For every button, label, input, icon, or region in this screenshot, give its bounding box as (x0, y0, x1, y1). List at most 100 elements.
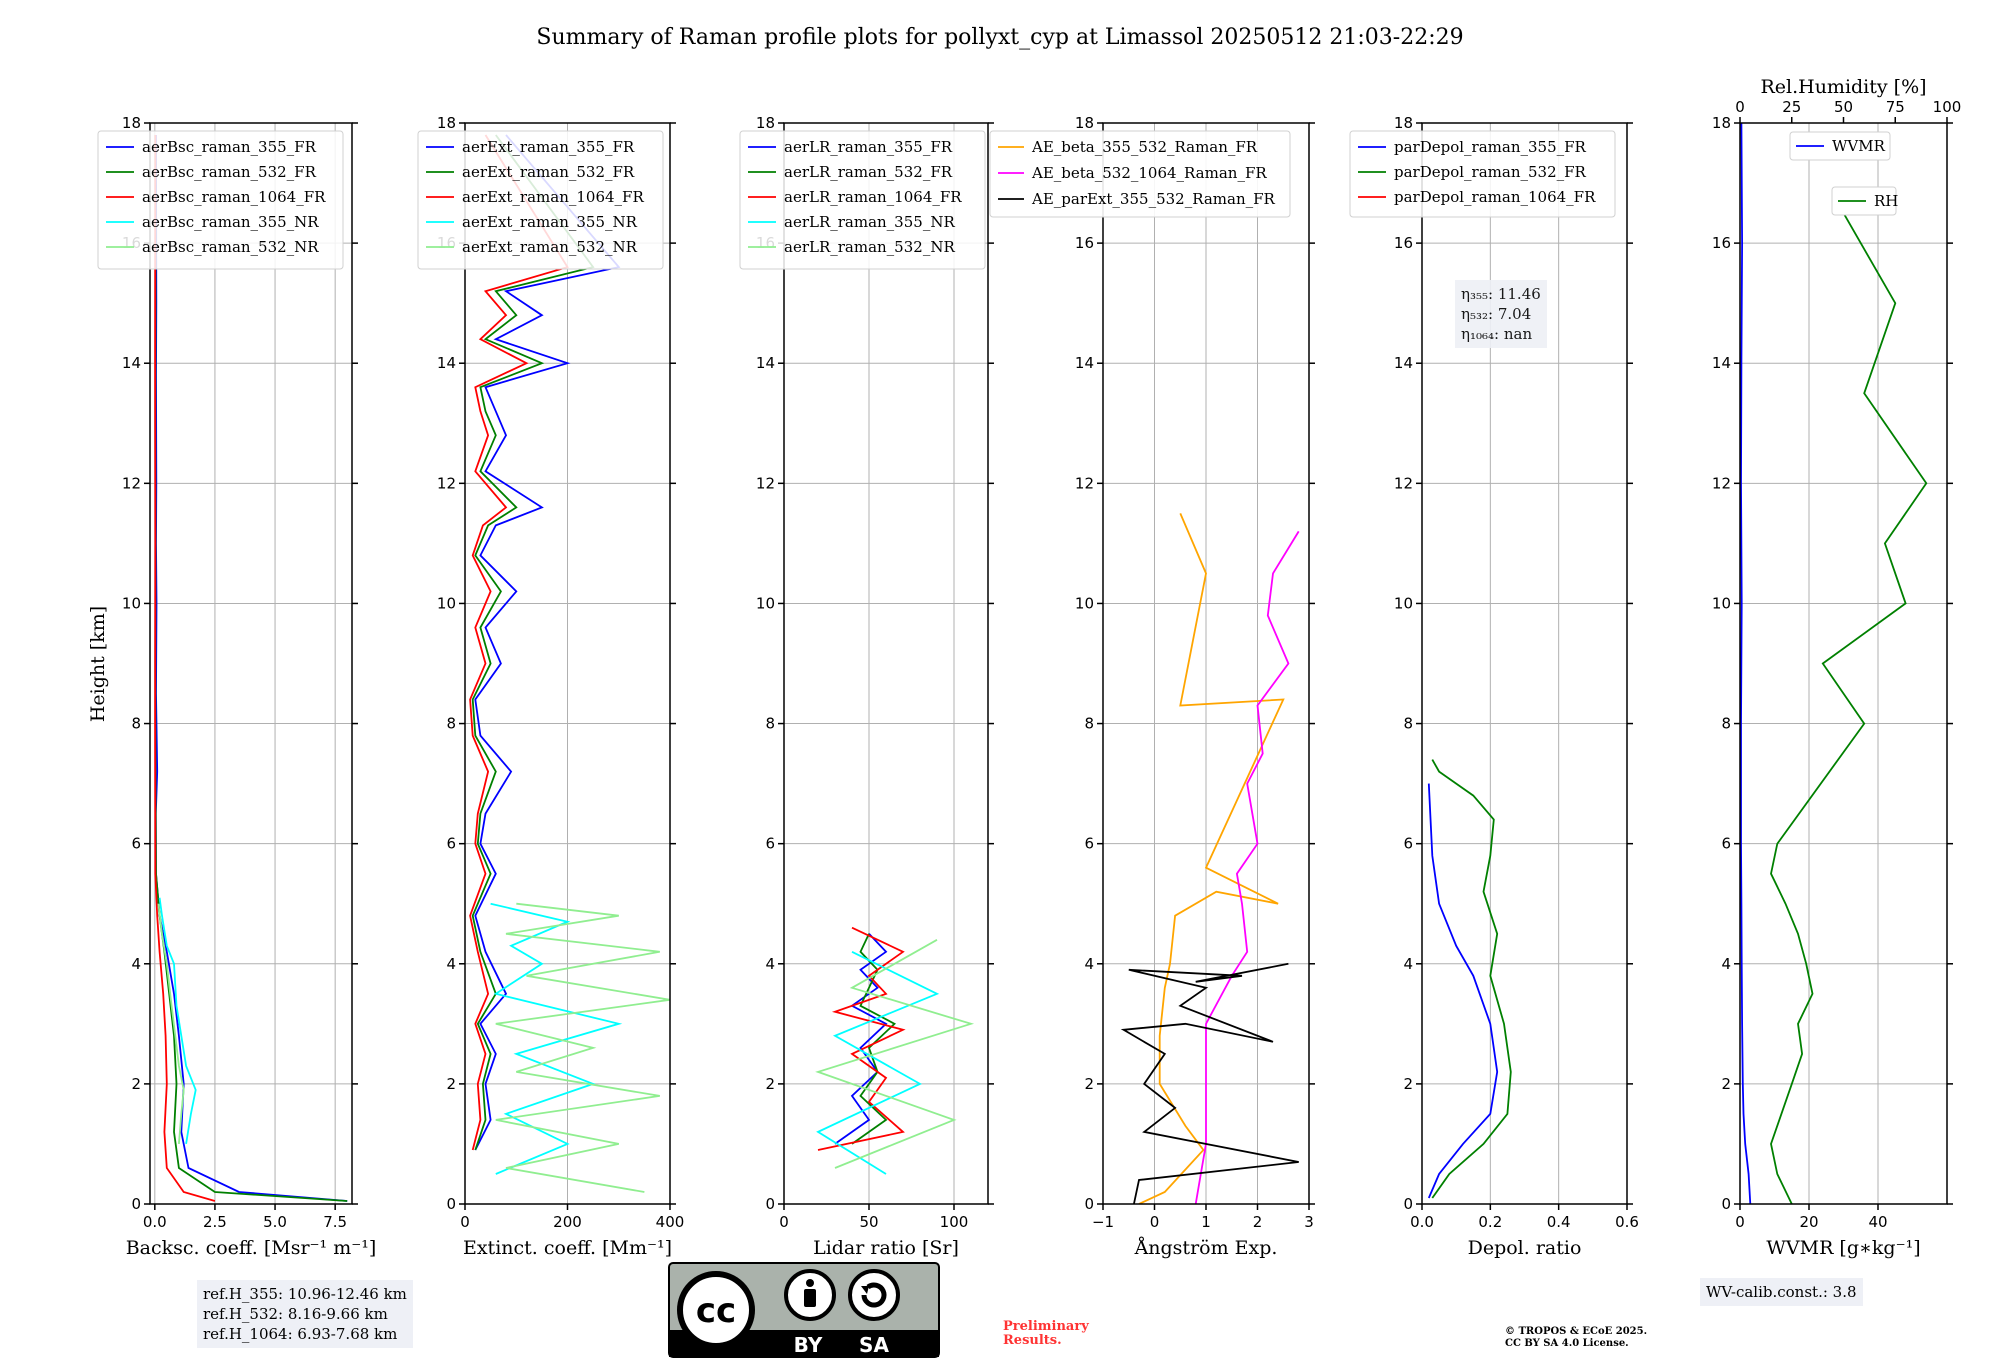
xtick-label: 0 (1150, 1213, 1160, 1231)
panel-depol: 0 2 4 6 8 10 12 14 16 18 0.0 0.2 0.4 0.6 Depol. ratio p… (1349, 114, 1639, 1259)
copyright-line-2: CC BY SA 4.0 License. (1505, 1338, 1629, 1349)
series-parDepol_raman_532_FR (1431, 759, 1512, 1199)
by-label: BY (794, 1333, 823, 1357)
ref-heights-box: ref.H_355: 10.96-12.46 km ref.H_532: 8.1… (197, 1280, 413, 1348)
legend-label: aerBsc_raman_1064_FR (142, 188, 326, 206)
ytick-label: 10 (122, 594, 141, 612)
series-group (469, 134, 670, 1193)
series-AE_beta_355_532_Raman_FR (1138, 513, 1285, 1204)
series-group (1740, 123, 1928, 1204)
xtick-label: 0.2 (1478, 1213, 1502, 1231)
panel-lidar-ratio: 024681012141618050100Lidar ratio [Sr]aer… (739, 114, 994, 1259)
ytick-label: 6 (131, 835, 141, 853)
series-aerExt_raman_355_NR (490, 902, 623, 1175)
legend-label: aerLR_raman_1064_FR (784, 188, 962, 206)
ytick-label: 14 (1394, 354, 1413, 372)
ytick-label: 0 (1403, 1195, 1413, 1213)
axes-frame (1421, 122, 1628, 1205)
xlabel: Ångström Exp. (1134, 1237, 1278, 1259)
ytick-label: 14 (1075, 354, 1094, 372)
legend: aerBsc_raman_355_FR aerBsc_raman_532_FRae… (97, 130, 344, 270)
xtick-label: 3 (1304, 1213, 1314, 1231)
legend-label: AE_beta_532_1064_Raman_FR (1031, 164, 1267, 182)
legend-label: aerLR_raman_355_NR (784, 213, 955, 231)
ytick-label: 0 (446, 1195, 456, 1213)
top-xtick-label: 75 (1886, 98, 1905, 116)
ytick-label: 2 (446, 1075, 456, 1093)
ytick-label: 4 (446, 955, 456, 973)
ytick-label: 14 (122, 354, 141, 372)
ytick-label: 16 (1075, 234, 1094, 252)
ytick-label: 2 (765, 1075, 775, 1093)
legend: aerExt_raman_355_FR aerExt_raman_532_FRae… (417, 130, 664, 270)
legend-label: aerExt_raman_532_FR (462, 163, 635, 181)
xtick-label: 40 (1868, 1213, 1887, 1231)
series-RH (1770, 212, 1928, 1204)
copyright-note: © TROPOS & ECoE 2025. CC BY SA 4.0 Licen… (1505, 1326, 1647, 1350)
xlabel: Extinct. coeff. [Mm⁻¹] (463, 1237, 672, 1259)
eta-box: η₃₅₅: 11.46 η₅₃₂: 7.04 η₁₀₆₄: nan (1455, 280, 1547, 348)
ylabel: Height [km] (87, 606, 109, 722)
ytick-label: 4 (765, 955, 775, 973)
legend: aerLR_raman_355_FR aerLR_raman_532_FR aerL… (739, 130, 986, 270)
xtick-label: 0.0 (1410, 1213, 1434, 1231)
ytick-label: 12 (437, 474, 456, 492)
ytick-label: 10 (1394, 594, 1413, 612)
ytick-label: 12 (122, 474, 141, 492)
series-aerLR_raman_355_NR (816, 950, 940, 1175)
ytick-label: 6 (1721, 835, 1731, 853)
series-group (154, 134, 348, 1202)
ytick-label: 10 (756, 594, 775, 612)
ytick-label: 12 (1075, 474, 1094, 492)
legend-label: aerLR_raman_532_FR (784, 163, 953, 181)
legend-label: aerBsc_raman_532_NR (142, 238, 319, 256)
figure-title: Summary of Raman profile plots for polly… (536, 25, 1463, 50)
ytick-label: 8 (446, 715, 456, 733)
top-xtick-label: 0 (1735, 98, 1745, 116)
legend-label: parDepol_raman_1064_FR (1394, 188, 1596, 206)
ytick-label: 12 (756, 474, 775, 492)
ytick-label: 10 (437, 594, 456, 612)
xtick-label: 50 (859, 1213, 878, 1231)
cc-mark: cc (696, 1291, 736, 1331)
legend-label: parDepol_raman_532_FR (1394, 163, 1587, 181)
ytick-label: 2 (1403, 1075, 1413, 1093)
xtick-label: 1 (1201, 1213, 1211, 1231)
series-WVMR (1740, 123, 1752, 1204)
top-xtick-label: 100 (1933, 98, 1962, 116)
cc-by-sa-logo: cc BY SA (668, 1262, 940, 1358)
xtick-label: −1 (1092, 1213, 1114, 1231)
ref-height-532: ref.H_532: 8.16-9.66 km (203, 1305, 388, 1323)
ytick-label: 2 (131, 1075, 141, 1093)
series-aerLR_raman_1064_FR (817, 926, 906, 1151)
series-aerBsc_raman_532_FR (154, 134, 348, 1202)
legend-label: aerBsc_raman_355_FR (142, 138, 317, 156)
ytick-label: 18 (756, 114, 775, 132)
ytick-label: 8 (765, 715, 775, 733)
legend-label: aerExt_raman_355_NR (462, 213, 638, 231)
xlabel: Lidar ratio [Sr] (813, 1237, 959, 1259)
xtick-label: 200 (553, 1213, 582, 1231)
axes-frame (149, 122, 353, 1205)
series-aerExt_raman_532_NR (495, 902, 670, 1193)
legend-label: RH (1874, 192, 1898, 210)
series-aerExt_raman_355_FR (474, 134, 621, 1151)
sa-icon (848, 1269, 900, 1321)
top-xtick-label: 50 (1834, 98, 1853, 116)
ytick-label: 16 (1394, 234, 1413, 252)
ref-height-1064: ref.H_1064: 6.93-7.68 km (203, 1325, 398, 1343)
ytick-label: 10 (1075, 594, 1094, 612)
series-AE_beta_532_1064_Raman_FR (1194, 530, 1300, 1204)
legend-label: aerExt_raman_1064_FR (462, 188, 644, 206)
ytick-label: 10 (1712, 594, 1731, 612)
axes-frame (783, 122, 989, 1205)
legend: parDepol_raman_355_FR parDepol_raman_532_… (1349, 130, 1616, 218)
sa-label: SA (859, 1333, 889, 1357)
legend-label: aerBsc_raman_355_NR (142, 213, 319, 231)
series-aerLR_raman_532_NR (815, 939, 975, 1169)
ytick-label: 2 (1084, 1075, 1094, 1093)
series-aerExt_raman_1064_FR (469, 134, 569, 1151)
series-AE_parExt_355_532_Raman_FR (1120, 962, 1299, 1204)
ref-height-355: ref.H_355: 10.96-12.46 km (203, 1285, 407, 1303)
